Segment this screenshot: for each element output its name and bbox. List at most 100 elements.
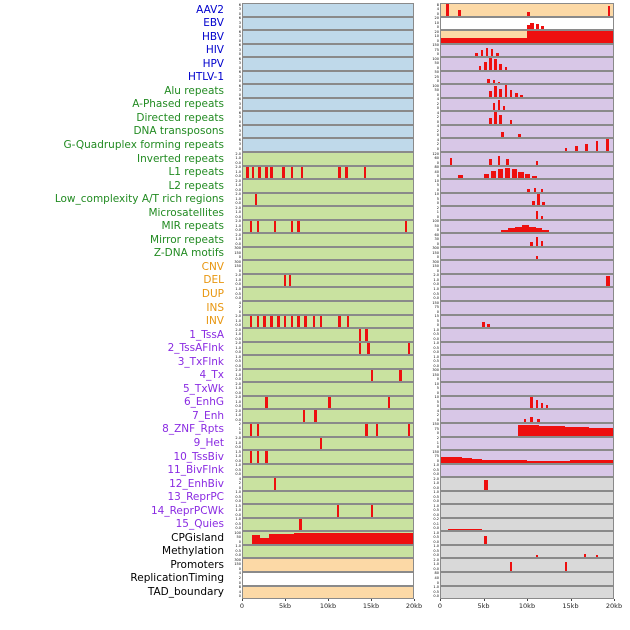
y-axis-ticks-right: 300 150 0 (414, 369, 440, 383)
track-panel-right (440, 341, 614, 356)
y-tick-label: 1.0 (433, 354, 439, 359)
y-tick-label: 5 (436, 318, 439, 323)
y-axis-ticks-left: 1.0 0.5 0.0 (228, 355, 242, 369)
data-bar (256, 220, 260, 233)
track-panel-right (440, 273, 614, 288)
track-panel-right (440, 382, 614, 396)
y-tick-label: 4 (238, 300, 241, 305)
track-row: TAD_boundary 8 4 0 1.0 0.5 0.0 (0, 585, 630, 600)
track-label: EBV (203, 17, 224, 30)
y-tick-label: 1.0 (235, 372, 241, 377)
data-bar (282, 166, 285, 179)
data-bar (595, 141, 599, 152)
data-bar (537, 193, 540, 206)
track-panel-left (242, 84, 414, 98)
data-bar (328, 396, 331, 409)
y-axis-ticks-right: 150 75 0 (414, 423, 440, 437)
data-bar (251, 535, 260, 544)
y-tick-label: 6 (238, 56, 241, 61)
track-row: ReplicationTiming 4 2 0 80 40 0 (0, 572, 630, 586)
y-tick-label: 0.0 (235, 160, 241, 165)
y-tick-label: 0 (436, 38, 439, 43)
y-tick-label: 2 (238, 305, 241, 310)
y-tick-label: 150 (432, 300, 439, 305)
data-bar (564, 561, 568, 571)
y-tick-label: 1.0 (433, 277, 439, 282)
y-tick-label: 2 (436, 436, 439, 440)
y-axis-ticks-left: 1.0 0.5 0.0 (228, 491, 242, 505)
y-tick-label: 2.0 (235, 436, 241, 440)
data-bar (294, 533, 345, 544)
y-tick-label: 2 (436, 205, 439, 210)
track-panel-left (242, 558, 414, 572)
track-panel-right (440, 328, 614, 342)
track-label: 11_BivFlnk (167, 464, 224, 477)
y-tick-label: 0 (238, 255, 241, 260)
y-tick-label: 3 (238, 88, 241, 93)
y-tick-label: 3 (238, 101, 241, 106)
track-panel-right (440, 260, 614, 274)
track-row: Z-DNA motifs 300 150 0 300 150 0 (0, 247, 630, 261)
track-panel-left (242, 57, 414, 71)
track-panel-left (242, 16, 414, 31)
data-bar (518, 171, 524, 179)
y-tick-label: 1.0 (433, 463, 439, 468)
y-tick-label: 2 (436, 413, 439, 418)
track-label: DNA transposons (133, 125, 224, 138)
y-tick-label: 3 (238, 7, 241, 12)
y-tick-label: 1.0 (235, 517, 241, 522)
track-row: Methylation 1.0 0.5 0.0 1.0 0.5 0.0 (0, 545, 630, 559)
y-tick-label: 2.0 (235, 192, 241, 197)
y-tick-label: 0 (238, 485, 241, 490)
data-bar (290, 220, 294, 233)
y-tick-label: 20 (434, 16, 439, 21)
y-tick-label: 10 (434, 395, 439, 400)
data-bar (530, 242, 534, 246)
data-bar (497, 81, 501, 84)
track-label: 10_TssBiv (173, 450, 224, 463)
y-tick-label: 0 (436, 11, 439, 16)
track-panel-left (242, 382, 414, 396)
y-tick-label: 0 (436, 147, 439, 151)
y-tick-label: 300 (234, 246, 241, 251)
data-bar (606, 139, 609, 152)
x-tick-label: 10kb (319, 602, 337, 611)
y-tick-label: 1.0 (235, 399, 241, 404)
data-bar (509, 120, 513, 124)
track-panel-right (440, 152, 614, 166)
y-tick-label: 1 (436, 440, 439, 445)
track-panel-right (440, 490, 614, 505)
y-tick-label: 0.0 (235, 417, 241, 422)
y-tick-label: 3 (238, 20, 241, 25)
data-bar (299, 518, 302, 531)
y-tick-label: 0.0 (235, 228, 241, 233)
y-tick-label: 6 (238, 97, 241, 102)
y-tick-label: 0.0 (433, 594, 439, 599)
track-panel-left (242, 409, 414, 423)
y-tick-label: 1.0 (235, 440, 241, 445)
track-panel-left (242, 70, 414, 85)
track-label: HTLV-1 (187, 71, 224, 84)
y-tick-label: 4 (238, 589, 241, 594)
data-bar (514, 226, 522, 233)
track-row: 5_TxWk 2.0 1.0 0.0 10 5 0 (0, 382, 630, 396)
data-bar (518, 425, 540, 436)
y-axis-ticks-left: 2.0 1.0 0.0 (228, 315, 242, 329)
y-tick-label: 0 (436, 458, 439, 463)
y-axis-ticks-right: 2.0 1.0 0.0 (414, 477, 440, 491)
y-tick-label: 0.0 (433, 499, 439, 504)
y-tick-label: 3 (238, 74, 241, 79)
y-axis-ticks-right: 10 5 0 (414, 396, 440, 410)
x-tick-label: 20kb (405, 602, 423, 611)
track-label: HBV (202, 30, 224, 43)
track-panel-right (440, 30, 614, 44)
y-tick-label: 0.5 (235, 291, 241, 296)
y-tick-label: 150 (234, 562, 241, 567)
